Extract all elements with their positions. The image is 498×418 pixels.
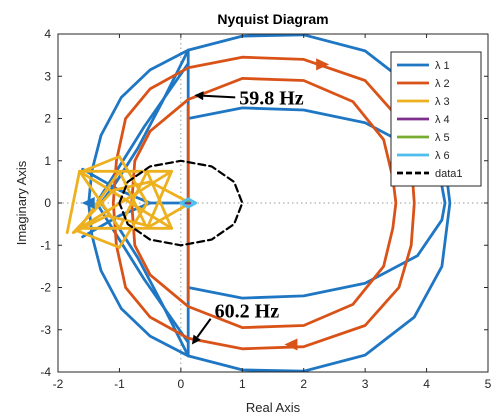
legend-label: λ 1 [435, 60, 450, 72]
x-tick-label: -2 [53, 377, 64, 391]
x-tick-label: -1 [114, 377, 125, 391]
legend-label: data1 [435, 168, 463, 180]
series-line [78, 169, 173, 230]
legend-label: λ 2 [435, 78, 450, 90]
series-line [186, 106, 447, 300]
y-tick-label: 1 [44, 154, 51, 168]
y-tick-label: 4 [44, 27, 51, 41]
series-line [118, 159, 244, 247]
x-axis-label: Real Axis [246, 400, 301, 415]
y-tick-label: 3 [44, 69, 51, 83]
annotations: 59.8 Hz 60.2 Hz [191, 87, 304, 345]
direction-arrow [316, 58, 330, 71]
series-7 [118, 159, 244, 247]
annotation-arrow-shaft [203, 94, 236, 99]
series-line [118, 155, 149, 249]
legend-label: λ 6 [435, 150, 450, 162]
series-6 [179, 197, 197, 209]
series-line [65, 169, 81, 234]
y-tick-label: 0 [44, 196, 51, 210]
x-tick-label: 0 [178, 377, 185, 391]
series-line [72, 201, 192, 234]
series-line [75, 229, 121, 249]
legend-label: λ 3 [435, 96, 450, 108]
direction-arrows [81, 58, 330, 351]
chart-title: Nyquist Diagram [217, 11, 328, 27]
direction-arrow [81, 197, 95, 209]
x-axis-ticks: -2 -1 0 1 2 3 4 5 [53, 34, 492, 391]
series-1 [81, 34, 452, 372]
series-3 [65, 155, 192, 249]
legend-label: λ 5 [435, 132, 450, 144]
series-line [81, 155, 121, 173]
y-tick-label: 2 [44, 112, 51, 126]
annotation-arrow-head [194, 91, 204, 101]
direction-arrow [284, 338, 298, 351]
y-axis-ticks: -4 -3 -2 -1 0 1 2 3 4 [40, 27, 488, 379]
y-tick-label: -2 [40, 281, 51, 295]
annotation-arrow-shaft [196, 318, 212, 338]
x-tick-label: 4 [423, 377, 430, 391]
y-tick-label: -3 [40, 323, 51, 337]
series-line [179, 197, 197, 209]
annotation-arrow-head [191, 334, 201, 345]
y-axis-label: Imaginary Axis [14, 160, 29, 245]
series-line [96, 203, 190, 344]
series-layer [65, 34, 452, 372]
series-line [72, 180, 192, 234]
y-tick-label: -4 [40, 365, 51, 379]
legend-label: λ 4 [435, 114, 450, 126]
series-line [96, 62, 190, 203]
annotation-label: 60.2 Hz [215, 301, 280, 323]
x-tick-label: 2 [300, 377, 307, 391]
x-tick-label: 1 [239, 377, 246, 391]
y-tick-label: -1 [40, 238, 51, 252]
x-tick-label: 5 [485, 377, 492, 391]
x-tick-label: 3 [362, 377, 369, 391]
annotation-label: 59.8 Hz [239, 87, 304, 109]
legend: λ 1 λ 2 λ 3 λ 4 λ 5 λ 6 data1 [390, 51, 482, 187]
